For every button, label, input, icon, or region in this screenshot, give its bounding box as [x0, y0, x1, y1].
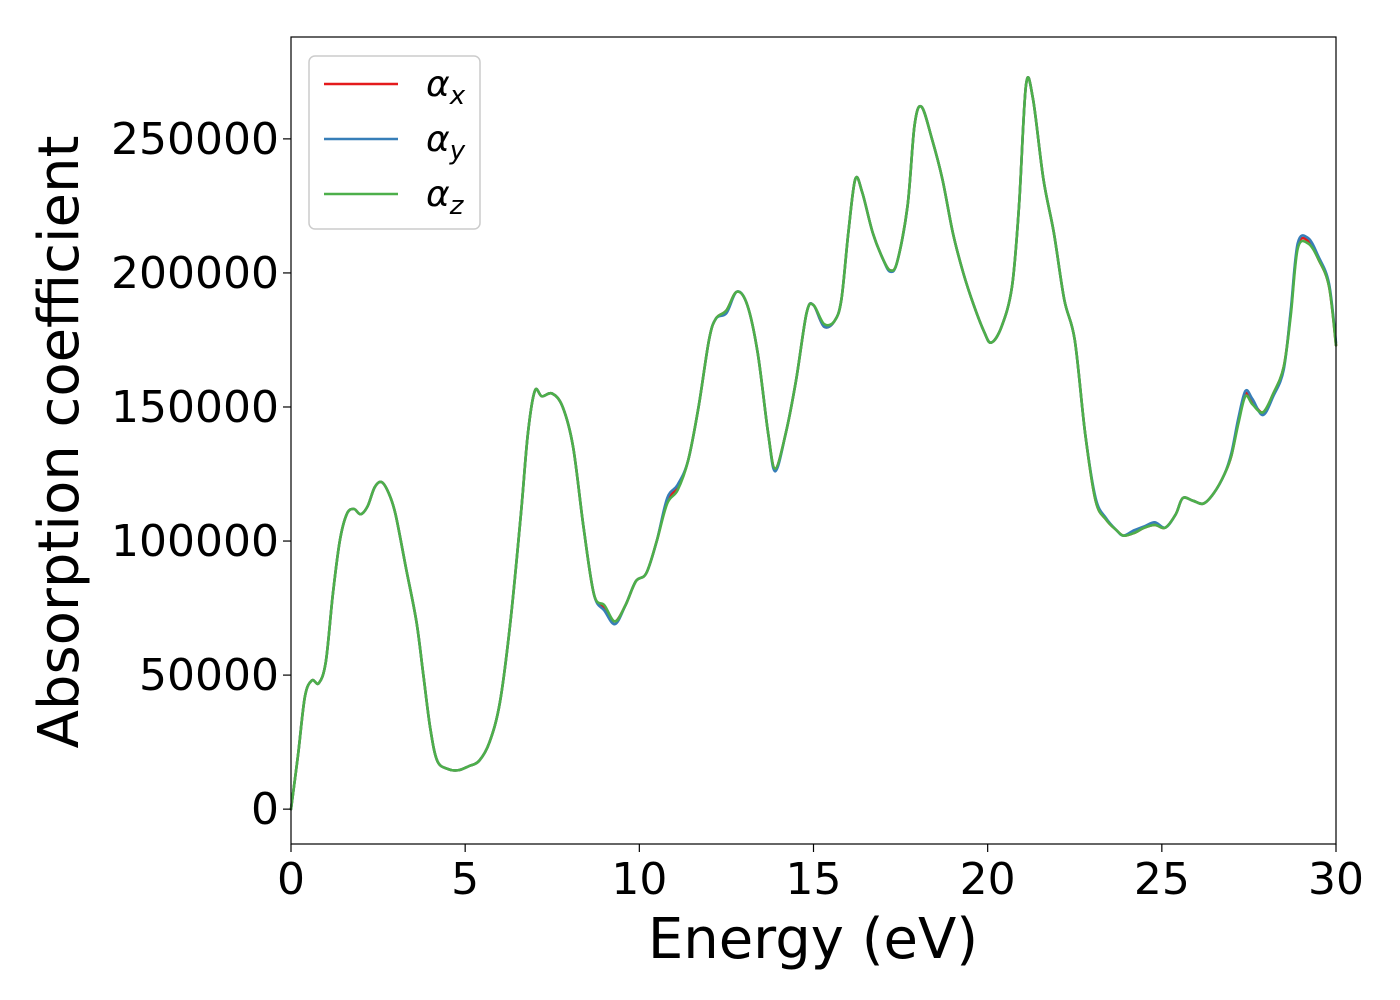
y-tick-label: 250000: [111, 114, 279, 165]
y-tick-label: 150000: [111, 382, 279, 433]
y-tick-label: 200000: [111, 248, 279, 299]
x-tick-label: 20: [960, 854, 1016, 905]
y-tick-label: 0: [251, 784, 279, 835]
legend: αx αy αz: [308, 55, 481, 230]
legend-box: [308, 55, 481, 230]
x-axis-label: Energy (eV): [648, 907, 978, 972]
x-tick-label: 15: [786, 854, 842, 905]
y-tick-label: 100000: [111, 516, 279, 567]
y-axis-ticks: 0 50000 100000 150000 200000 250000: [111, 114, 291, 835]
x-tick-label: 5: [451, 854, 479, 905]
legend-label-z: αz: [426, 174, 465, 221]
x-tick-label: 10: [611, 854, 667, 905]
y-tick-label: 50000: [139, 650, 279, 701]
x-tick-label: 0: [277, 854, 305, 905]
legend-label-x: αx: [426, 64, 466, 111]
x-tick-label: 25: [1134, 854, 1190, 905]
legend-label-y: αy: [426, 119, 466, 166]
series-line-z: [289, 76, 1338, 811]
series-layer: [289, 76, 1338, 811]
x-axis-ticks: 0 5 10 15 20 25 30: [277, 844, 1364, 905]
y-axis-label: Absorption coefficient: [27, 136, 92, 749]
x-tick-label: 30: [1308, 854, 1364, 905]
